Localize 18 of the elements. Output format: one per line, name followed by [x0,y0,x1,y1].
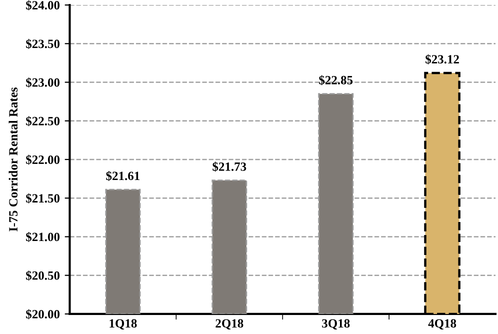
y-tick-label: $22.00 [26,154,60,165]
x-tick-label: 2Q18 [216,319,244,330]
y-tick-label: $22.50 [26,116,60,126]
y-tick-label: $24.00 [26,0,60,10]
x-tick-label: 1Q18 [110,319,137,330]
y-axis-title: I-75 Corridor Rental Rates [8,88,18,232]
y-tick-label: $20.00 [26,309,60,320]
y-tick-label: $20.50 [26,270,60,281]
data-label: $22.85 [319,75,353,86]
y-tick-label: $21.50 [26,193,60,204]
y-tick-label: $21.00 [26,232,60,242]
data-label: $23.12 [426,54,459,64]
data-label: $21.73 [212,162,246,172]
y-tick-label: $23.50 [26,38,60,49]
y-tick-label: $23.00 [26,78,60,88]
data-label: $21.61 [106,170,140,181]
x-tick-label: 3Q18 [322,319,350,330]
x-tick-label: 4Q18 [428,319,456,330]
